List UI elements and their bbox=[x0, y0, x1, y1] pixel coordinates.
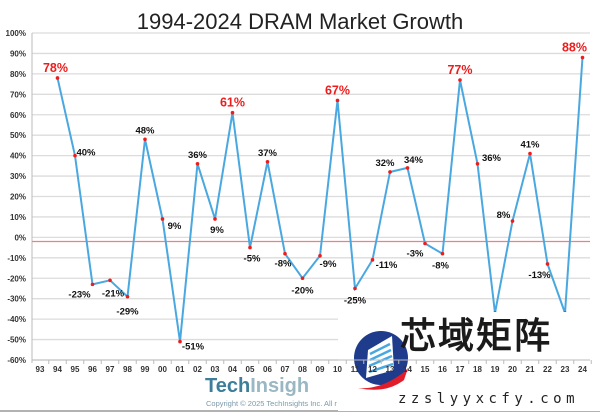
data-label: 37% bbox=[258, 148, 278, 159]
data-label: 67% bbox=[325, 83, 350, 97]
data-point bbox=[108, 278, 112, 283]
data-label: 9% bbox=[210, 225, 224, 236]
data-point bbox=[318, 253, 322, 258]
data-label: -5% bbox=[244, 254, 261, 265]
data-point bbox=[230, 110, 235, 115]
watermark-text: 芯域矩阵 bbox=[400, 315, 553, 357]
data-label: -23% bbox=[68, 289, 91, 300]
y-tick-label: 60% bbox=[10, 111, 26, 120]
data-label: -20% bbox=[291, 285, 314, 296]
data-label: 34% bbox=[404, 155, 424, 166]
techinsights-logo: TechInsigh bbox=[205, 375, 309, 397]
y-tick-label: 90% bbox=[10, 49, 26, 58]
data-label: 32% bbox=[375, 158, 395, 169]
data-point bbox=[440, 251, 445, 256]
data-label: 78% bbox=[43, 61, 68, 75]
data-point bbox=[300, 276, 305, 281]
y-tick-label: -50% bbox=[7, 336, 26, 345]
data-label: -8% bbox=[432, 261, 449, 272]
y-tick-label: 30% bbox=[10, 172, 26, 181]
y-tick-label: -40% bbox=[7, 315, 26, 324]
data-point bbox=[388, 170, 392, 174]
data-label: 61% bbox=[220, 96, 245, 110]
data-label: -11% bbox=[376, 260, 398, 271]
data-point bbox=[265, 159, 270, 164]
y-tick-label: 20% bbox=[10, 193, 26, 202]
data-label: 36% bbox=[482, 153, 502, 164]
data-point bbox=[248, 245, 252, 250]
data-point bbox=[160, 217, 165, 221]
data-label: 48% bbox=[135, 125, 155, 136]
brand-part-b: Insigh bbox=[250, 375, 310, 397]
data-point bbox=[353, 286, 357, 291]
y-tick-label: 40% bbox=[10, 152, 26, 161]
data-point bbox=[510, 219, 515, 223]
data-point bbox=[178, 339, 182, 344]
data-label: 9% bbox=[168, 221, 182, 232]
data-point bbox=[423, 241, 427, 246]
y-tick-label: 70% bbox=[10, 90, 26, 99]
data-point bbox=[125, 294, 130, 299]
data-label: -51% bbox=[182, 342, 205, 353]
y-tick-label: 100% bbox=[6, 29, 26, 38]
data-point bbox=[458, 78, 462, 82]
data-point bbox=[283, 251, 287, 256]
data-label: 88% bbox=[562, 41, 587, 55]
data-label: 40% bbox=[76, 148, 96, 159]
data-label: -13% bbox=[528, 270, 551, 281]
data-point bbox=[73, 153, 77, 158]
data-point bbox=[580, 55, 585, 60]
data-label: 77% bbox=[447, 63, 472, 77]
y-tick-label: 0% bbox=[14, 233, 26, 242]
data-point bbox=[475, 162, 480, 166]
data-label: -21% bbox=[102, 288, 125, 299]
data-label: -25% bbox=[344, 295, 367, 306]
data-point bbox=[335, 98, 340, 103]
data-point bbox=[213, 217, 217, 221]
data-point bbox=[528, 151, 532, 156]
brand-part-a: Tech bbox=[205, 375, 251, 397]
data-label: 41% bbox=[520, 140, 540, 151]
data-label: 36% bbox=[188, 150, 208, 161]
data-point bbox=[90, 282, 95, 287]
data-label: 8% bbox=[497, 210, 511, 221]
y-tick-label: -20% bbox=[7, 274, 26, 283]
data-point bbox=[545, 262, 550, 266]
data-label: -8% bbox=[275, 259, 292, 270]
data-point bbox=[195, 162, 200, 166]
y-tick-label: 50% bbox=[10, 131, 26, 140]
data-point bbox=[143, 137, 147, 142]
data-label: -9% bbox=[320, 259, 337, 270]
data-label: -29% bbox=[116, 307, 139, 318]
watermark-url: zzslyyxcfy.com bbox=[398, 391, 580, 407]
data-point bbox=[55, 76, 60, 80]
chart-title: 1994-2024 DRAM Market Growth bbox=[137, 9, 463, 34]
y-tick-label: 10% bbox=[10, 213, 26, 222]
y-tick-label: 80% bbox=[10, 70, 26, 79]
data-point bbox=[370, 258, 375, 262]
data-label: -3% bbox=[407, 249, 424, 260]
y-tick-label: -30% bbox=[7, 295, 26, 304]
y-tick-label: -60% bbox=[7, 356, 26, 365]
y-tick-label: -10% bbox=[7, 254, 26, 263]
copyright-text: Copyright © 2025 TechInsights Inc. All r bbox=[206, 399, 337, 408]
watermark-building-icon bbox=[354, 331, 408, 390]
data-point bbox=[405, 166, 410, 170]
